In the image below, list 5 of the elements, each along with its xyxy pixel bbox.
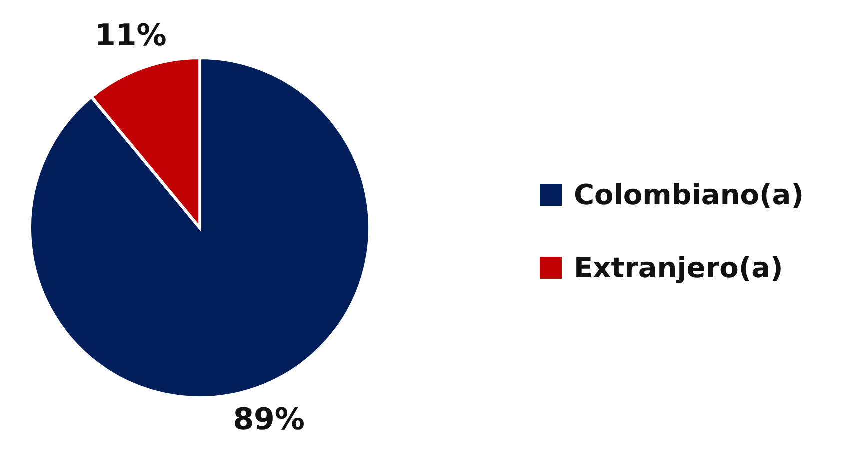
pie-slice (28, 56, 372, 400)
legend-label: Extranjero(a) (574, 252, 784, 284)
data-label: 89% (233, 402, 306, 438)
data-label: 11% (94, 18, 167, 54)
legend-label: Colombiano(a) (574, 178, 804, 212)
